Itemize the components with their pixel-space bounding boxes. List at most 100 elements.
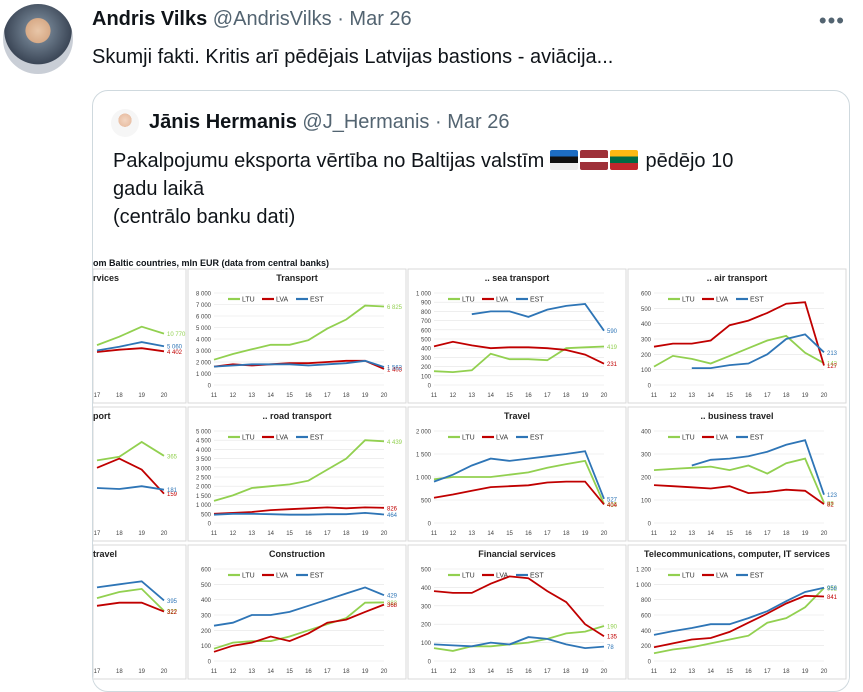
legend-label: EST: [530, 435, 544, 442]
data-label: 190: [607, 625, 618, 631]
series-line-ltu: [653, 587, 825, 655]
x-tick-label: 14: [707, 531, 714, 537]
y-tick-label: 0: [428, 384, 432, 390]
data-label: 231: [607, 362, 618, 368]
x-tick-label: 18: [563, 531, 570, 537]
author-name[interactable]: Andris Vilks: [92, 8, 208, 30]
y-tick-label: 400: [641, 322, 652, 328]
chart-title: .. sea transport: [485, 273, 550, 283]
author-handle[interactable]: @AndrisVilks: [212, 8, 332, 30]
data-label: 395: [167, 599, 178, 605]
y-tick-label: 400: [641, 430, 652, 436]
quoted-tweet-header: Jānis Hermanis @J_Hermanis · Mar 26: [149, 111, 509, 134]
legend-label: EST: [750, 435, 764, 442]
chart-title: rvices: [93, 273, 119, 283]
legend-label: LTU: [682, 435, 695, 442]
series-line-ltu: [433, 625, 605, 652]
x-tick-label: 18: [563, 669, 570, 675]
series-line-est: [96, 580, 165, 602]
x-tick-label: 11: [431, 669, 438, 675]
y-tick-label: 100: [201, 644, 212, 650]
x-tick-label: 20: [821, 669, 828, 675]
legend-label: LVA: [716, 297, 729, 304]
y-tick-label: 600: [641, 614, 652, 620]
y-tick-label: 7 000: [196, 303, 212, 309]
x-tick-label: 12: [670, 669, 677, 675]
series-line-lva: [96, 347, 165, 353]
y-tick-label: 500: [421, 338, 432, 344]
data-label: 429: [387, 594, 398, 600]
x-tick-label: 14: [267, 393, 274, 399]
y-tick-label: 300: [201, 614, 212, 620]
x-tick-label: 14: [487, 393, 494, 399]
x-tick-label: 19: [582, 393, 589, 399]
y-tick-label: 1 500: [416, 453, 432, 459]
x-tick-label: 18: [116, 531, 123, 537]
y-tick-label: 500: [201, 512, 212, 518]
chart-panel: .. road transport 0 500 1 000 1 500 2 000 2 50…: [187, 406, 407, 542]
y-tick-label: 0: [208, 384, 212, 390]
y-tick-label: 200: [641, 644, 652, 650]
y-tick-label: 1 200: [636, 568, 652, 574]
series-line-est: [213, 586, 385, 627]
quoted-tweet[interactable]: Jānis Hermanis @J_Hermanis · Mar 26 Paka…: [92, 90, 850, 692]
tweet-date[interactable]: · Mar 26: [337, 8, 412, 30]
chart-panel: .. business travel 0 100 200 300 400 11 12 13 14 1…: [627, 406, 847, 542]
x-tick-label: 12: [670, 531, 677, 537]
y-tick-label: 300: [421, 604, 432, 610]
y-tick-label: 1 000: [196, 503, 212, 509]
quoted-text-line2: gadu laikā: [113, 178, 205, 200]
chart-title: port: [93, 411, 111, 421]
chart-frame: [93, 268, 187, 404]
y-tick-label: 300: [641, 338, 652, 344]
legend-label: LVA: [716, 435, 729, 442]
data-label: 135: [607, 635, 618, 641]
series-line-est: [96, 485, 165, 491]
y-tick-label: 3 500: [196, 457, 212, 463]
y-tick-label: 0: [428, 660, 432, 666]
y-tick-label: 0: [428, 522, 432, 528]
legend-label: EST: [310, 435, 324, 442]
x-tick-label: 11: [211, 669, 218, 675]
data-label: 956: [827, 586, 838, 592]
series-line-lva: [653, 594, 825, 649]
series-line-lva: [213, 603, 385, 653]
author-avatar[interactable]: [3, 4, 73, 74]
y-tick-label: 100: [641, 499, 652, 505]
x-tick-label: 19: [802, 393, 809, 399]
x-tick-label: 15: [506, 531, 513, 537]
x-tick-label: 20: [601, 393, 608, 399]
data-label: 404: [607, 503, 618, 509]
x-tick-label: 16: [525, 531, 532, 537]
x-tick-label: 17: [764, 531, 771, 537]
chart-frame: [407, 544, 627, 680]
more-options-icon[interactable]: •••: [818, 8, 845, 33]
series-line-est: [691, 439, 825, 495]
quoted-author-name: Jānis Hermanis: [149, 111, 297, 133]
series-line-est: [691, 333, 825, 369]
y-tick-label: 500: [201, 583, 212, 589]
data-label: 142: [827, 362, 838, 368]
x-tick-label: 11: [651, 669, 658, 675]
chart-image[interactable]: rvices 17 18 19 20 10 770 4 402 5 060 Transport 0…: [93, 241, 849, 681]
data-label: 123: [827, 493, 838, 499]
series-line-ltu: [96, 440, 165, 462]
x-tick-label: 15: [506, 669, 513, 675]
data-label: 464: [387, 513, 398, 519]
x-tick-label: 18: [783, 531, 790, 537]
series-line-ltu: [653, 334, 825, 368]
x-tick-label: 18: [783, 669, 790, 675]
y-tick-label: 0: [208, 522, 212, 528]
x-tick-label: 14: [707, 669, 714, 675]
series-line-ltu: [213, 601, 385, 650]
legend-label: LTU: [462, 297, 475, 304]
x-tick-label: 15: [286, 669, 293, 675]
y-tick-label: 200: [421, 365, 432, 371]
y-tick-label: 2 500: [196, 476, 212, 482]
series-line-lva: [433, 340, 605, 365]
series-line-ltu: [653, 457, 825, 504]
y-tick-label: 400: [641, 629, 652, 635]
x-tick-label: 14: [267, 669, 274, 675]
series-line-lva: [433, 480, 605, 505]
